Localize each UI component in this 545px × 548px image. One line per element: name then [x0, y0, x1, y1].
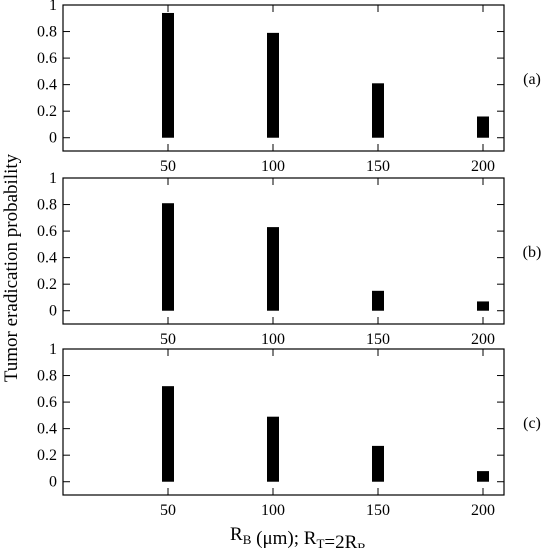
- y-tick-label: 0.6: [37, 394, 57, 411]
- bar-200: [477, 116, 489, 138]
- bar-150: [372, 445, 384, 482]
- bar-100: [267, 227, 279, 311]
- x-tick-label: 100: [261, 158, 285, 175]
- x-tick-label: 200: [471, 158, 495, 175]
- y-tick-label: 1: [49, 0, 57, 14]
- y-tick-label: 0.8: [37, 368, 57, 385]
- y-tick-label: 0: [49, 474, 57, 491]
- bar-200: [477, 301, 489, 311]
- y-tick-label: 0.2: [37, 276, 57, 293]
- y-tick-label: 0.8: [37, 24, 57, 41]
- bar-50: [162, 12, 174, 138]
- plot-frame: [62, 348, 505, 496]
- y-tick-label: 0.4: [37, 421, 57, 438]
- y-tick-label: 0.6: [37, 50, 57, 67]
- y-tick-label: 0.4: [37, 77, 57, 94]
- y-tick-label: 0: [49, 303, 57, 320]
- y-axis-title: Tumor eradication probability: [1, 153, 22, 382]
- x-axis-title: RB (μm); RT=2RB: [230, 524, 366, 548]
- plot-frame: [62, 177, 505, 325]
- y-tick-label: 0.6: [37, 223, 57, 240]
- y-tick-label: 0.8: [37, 197, 57, 214]
- y-tick-label: 1: [49, 341, 57, 358]
- bar-50: [162, 203, 174, 311]
- x-tick-label: 100: [261, 502, 285, 519]
- x-tick-label: 150: [366, 331, 390, 348]
- bar-100: [267, 416, 279, 482]
- y-tick-label: 0: [49, 130, 57, 147]
- y-tick-label: 0.4: [37, 250, 57, 267]
- bar-150: [372, 83, 384, 138]
- bar-150: [372, 290, 384, 311]
- y-tick-label: 1: [49, 170, 57, 187]
- x-tick-label: 50: [160, 502, 176, 519]
- bar-50: [162, 386, 174, 482]
- x-tick-label: 150: [366, 158, 390, 175]
- panel-label: (a): [523, 71, 541, 88]
- x-tick-label: 50: [160, 158, 176, 175]
- x-tick-label: 200: [471, 502, 495, 519]
- panel-label: (c): [523, 415, 541, 432]
- x-tick-label: 150: [366, 502, 390, 519]
- x-tick-label: 200: [471, 331, 495, 348]
- bar-200: [477, 471, 489, 482]
- panel-label: (b): [523, 244, 542, 261]
- y-tick-label: 0.2: [37, 447, 57, 464]
- x-tick-label: 50: [160, 331, 176, 348]
- x-tick-label: 100: [261, 331, 285, 348]
- bar-100: [267, 32, 279, 138]
- plot-frame: [62, 4, 505, 152]
- y-tick-label: 0.2: [37, 103, 57, 120]
